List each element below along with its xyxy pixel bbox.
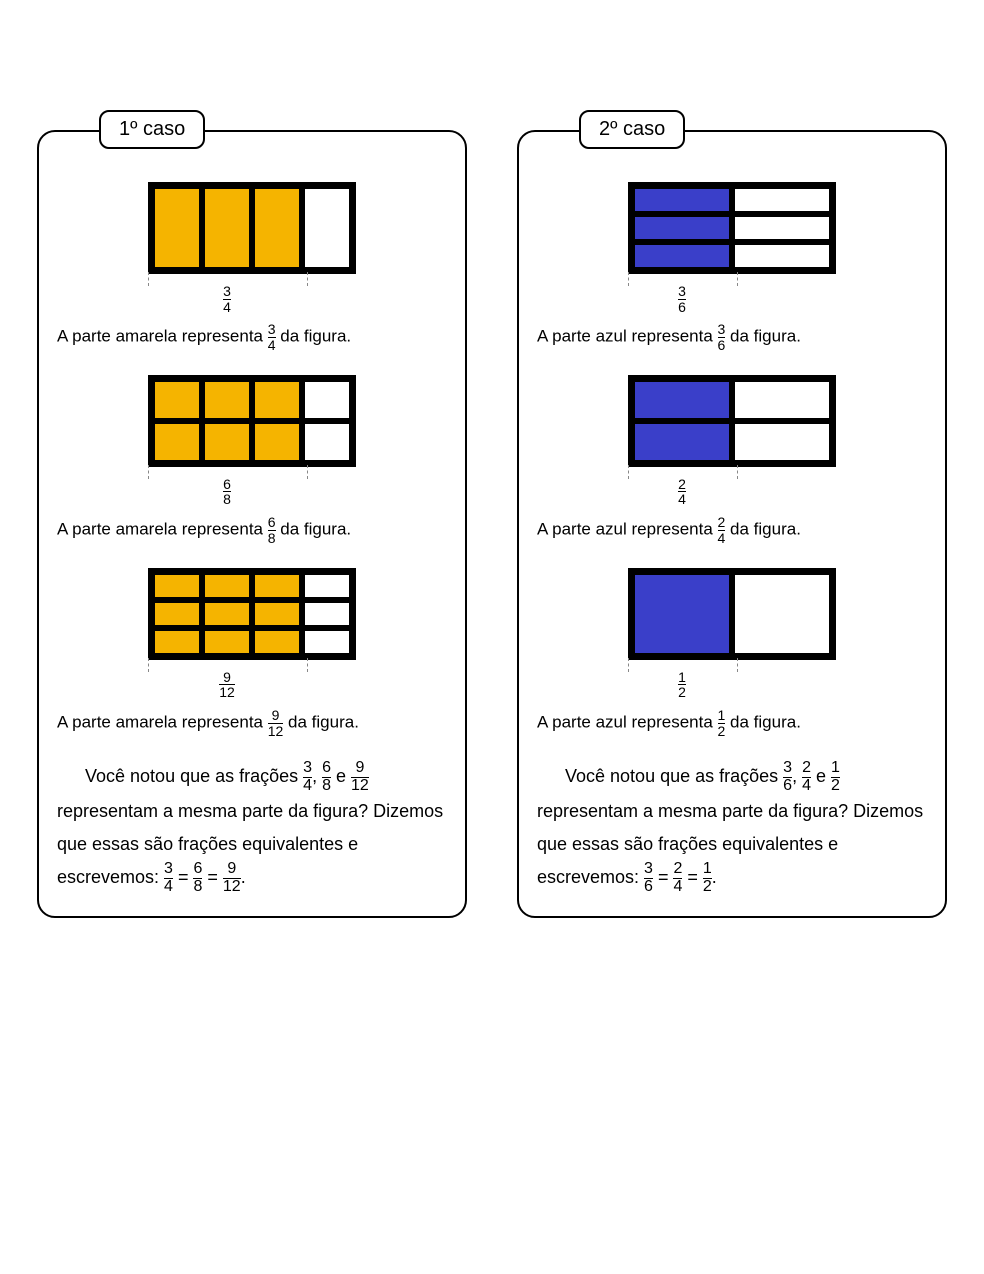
grid-cell [632,242,732,270]
grid-cell [152,572,202,600]
fraction-diagram: 34 [57,182,447,314]
case1-summary: Você notou que as frações 34, 68 e 912 r… [57,760,447,896]
grid-cell [732,214,832,242]
grid-cell [202,628,252,656]
fraction-grid [628,375,836,467]
grid-cell [202,600,252,628]
grid-cell [732,186,832,214]
dimension-line [628,272,738,286]
fraction: 68 [322,760,331,795]
fraction: 912 [351,760,369,795]
fraction-diagram: 36 [537,182,927,314]
case2-label: 2º caso [579,110,685,149]
diagram-description: A parte amarela representa 68 da figura. [57,515,447,545]
grid-cell [152,421,202,463]
text: representam a mesma parte da figura? Diz… [57,801,443,888]
case2-summary: Você notou que as frações 36, 24 e 12 re… [537,760,927,896]
fraction-grid [148,182,356,274]
grid-cell [302,421,352,463]
grid-cell [202,421,252,463]
diagram-description: A parte azul representa 24 da figura. [537,515,927,545]
grid-cell [632,572,732,656]
fraction: 12 [703,861,712,896]
grid-cell [152,600,202,628]
grid-cell [732,379,832,421]
grid-cell [632,214,732,242]
dimension-line [628,658,738,672]
grid-cell [152,186,202,270]
fraction: 24 [802,760,811,795]
fraction: 12 [831,760,840,795]
fraction-label: 912 [148,670,306,700]
dimension-line [148,272,308,286]
grid-cell [252,379,302,421]
page: 1º caso 34 A parte amarela representa 34 … [0,0,984,918]
case1-label: 1º caso [99,110,205,149]
grid-cell [252,600,302,628]
case1-diagrams: 34 A parte amarela representa 34 da figur… [57,182,447,738]
grid-cell [252,421,302,463]
grid-cell [152,628,202,656]
fraction-grid [628,182,836,274]
text: Você notou que as frações [85,766,303,786]
fraction-label: 34 [148,284,306,314]
fraction-label: 68 [148,477,306,507]
fraction: 36 [783,760,792,795]
diagram-description: A parte azul representa 36 da figura. [537,322,927,352]
grid-cell [632,421,732,463]
fraction-label: 12 [628,670,736,700]
grid-cell [302,600,352,628]
dimension-line [148,658,308,672]
grid-cell [252,628,302,656]
grid-cell [732,421,832,463]
grid-cell [632,379,732,421]
grid-cell [202,186,252,270]
grid-cell [302,186,352,270]
grid-cell [302,628,352,656]
grid-cell [302,379,352,421]
fraction-diagram: 68 [57,375,447,507]
text: Você notou que as frações [565,766,783,786]
grid-cell [302,572,352,600]
diagram-description: A parte amarela representa 912 da figura… [57,708,447,738]
grid-cell [202,379,252,421]
grid-cell [202,572,252,600]
grid-cell [732,242,832,270]
fraction: 912 [223,861,241,896]
case1-box: 1º caso 34A parte amarela representa 34 … [37,130,467,918]
fraction-diagram: 24 [537,375,927,507]
fraction: 36 [644,861,653,896]
grid-cell [732,572,832,656]
fraction-label: 36 [628,284,736,314]
case2-box: 2º caso 36A parte azul representa 36 da … [517,130,947,918]
fraction: 34 [164,861,173,896]
diagram-description: A parte azul representa 12 da figura. [537,708,927,738]
fraction-grid [628,568,836,660]
grid-cell [252,186,302,270]
fraction-grid [148,375,356,467]
grid-cell [632,186,732,214]
fraction-diagram: 12 [537,568,927,700]
case2-diagrams: 36 A parte azul representa 36 da figura. 2… [537,182,927,738]
fraction: 34 [303,760,312,795]
fraction-label: 24 [628,477,736,507]
grid-cell [252,572,302,600]
grid-cell [152,379,202,421]
text: representam a mesma parte da figura? Diz… [537,801,923,888]
fraction-grid [148,568,356,660]
dimension-line [148,465,308,479]
diagram-description: A parte amarela representa 34 da figura. [57,322,447,352]
dimension-line [628,465,738,479]
fraction-diagram: 912 [57,568,447,700]
